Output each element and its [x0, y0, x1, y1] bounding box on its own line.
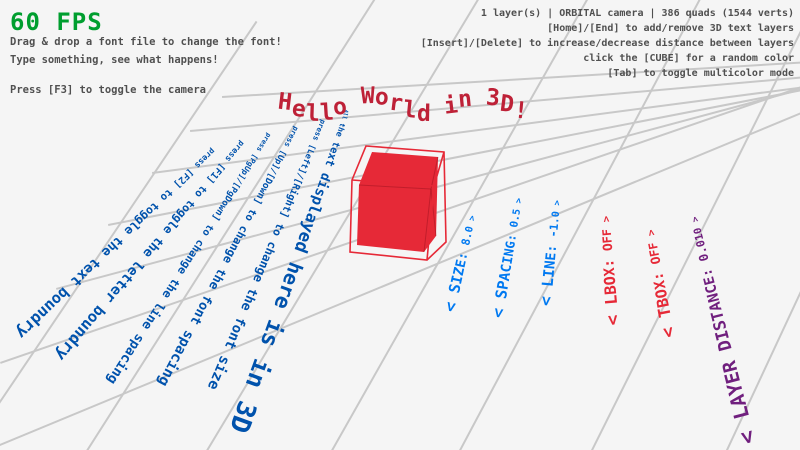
status-bar: 1 layer(s) | ORBITAL camera | 386 quads …	[480, 8, 794, 19]
cube[interactable]	[349, 145, 447, 261]
hud-right-block: 1 layer(s) | ORBITAL camera | 386 quads …	[421, 6, 794, 81]
help-multicolor: [Tab] to toggle multicolor mode	[607, 68, 794, 79]
hint-drag-drop: Drag & drop a font file to change the fo…	[10, 36, 282, 48]
cube-wireframe	[349, 145, 447, 261]
help-layers: [Home]/[End] to add/remove 3D text layer…	[547, 23, 794, 34]
fps-counter: 60 FPS	[10, 8, 103, 36]
hint-toggle-camera: Press [F3] to toggle the camera	[10, 84, 206, 96]
help-cube-color: click the [CUBE] for a random color	[583, 53, 794, 64]
hint-type: Type something, see what happens!	[10, 54, 219, 66]
typed-text-3d: Hello World in 3D!	[276, 83, 529, 128]
help-layer-distance: [Insert]/[Delete] to increase/decrease d…	[420, 38, 794, 49]
